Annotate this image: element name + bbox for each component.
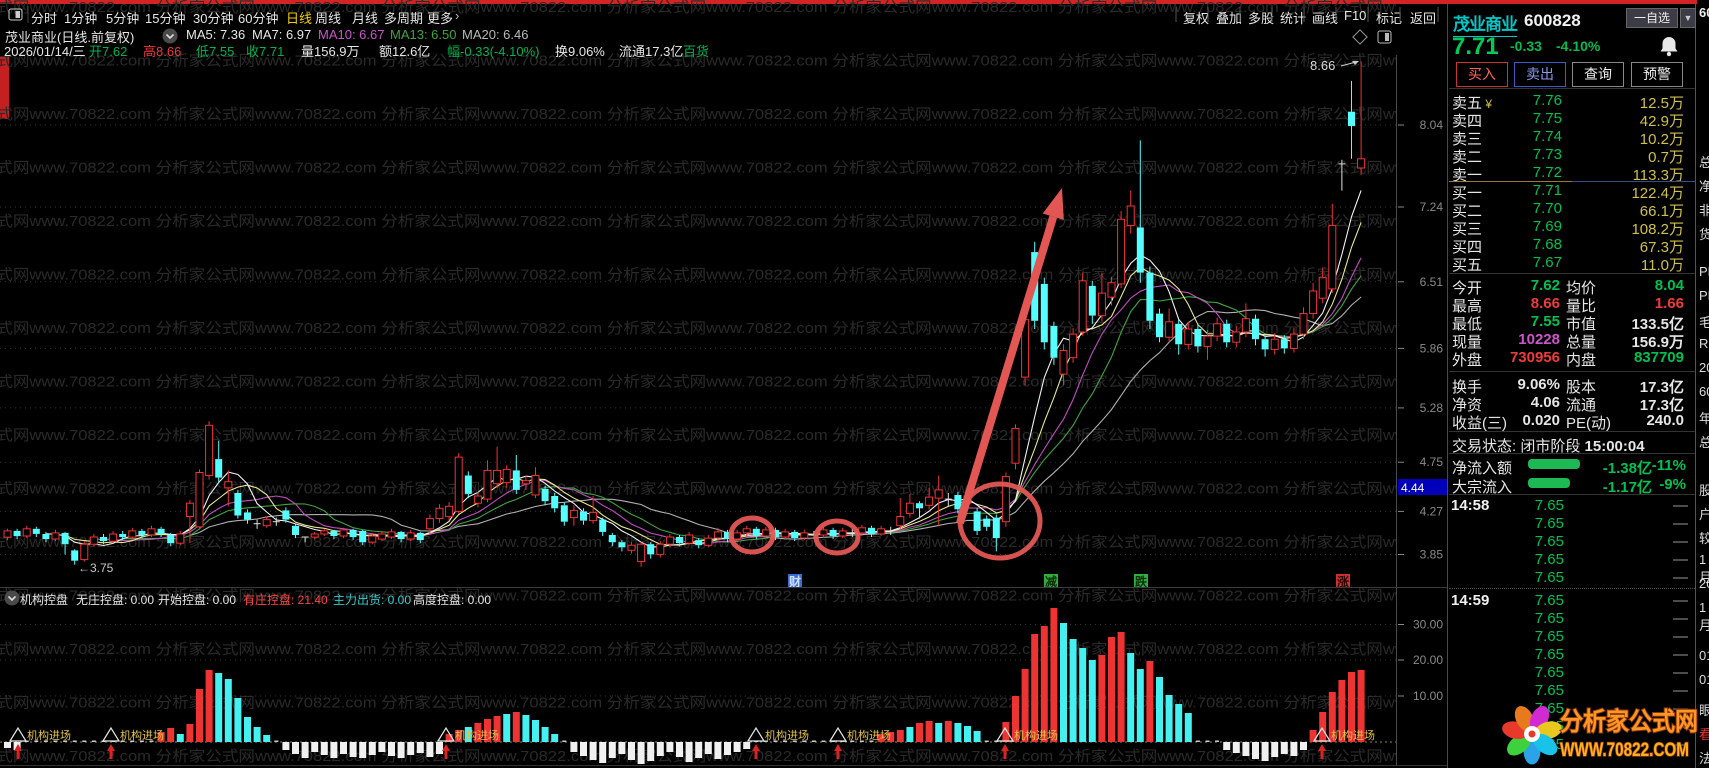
svg-text:机构进场: 机构进场	[1331, 728, 1375, 742]
svg-text:分析家公式网www.70822.com 分析家公式网www.: 分析家公式网www.70822.com 分析家公式网www.70822.com …	[0, 53, 1709, 70]
svg-text:分析家公式网: 分析家公式网	[1560, 707, 1698, 736]
svg-text:分析家公式网www.70822.com 分析家公式网www.: 分析家公式网www.70822.com 分析家公式网www.70822.com …	[0, 427, 1709, 444]
svg-text:财: 财	[788, 574, 801, 589]
svg-text:分析家公式网www.70822.com 分析家公式网www.: 分析家公式网www.70822.com 分析家公式网www.70822.com …	[0, 267, 1709, 284]
svg-text:分析家公式网www.70822.com 分析家公式网www.: 分析家公式网www.70822.com 分析家公式网www.70822.com …	[0, 588, 1709, 605]
svg-text:分析家公式网www.70822.com 分析家公式网www.: 分析家公式网www.70822.com 分析家公式网www.70822.com …	[0, 374, 1709, 391]
svg-text:机构进场: 机构进场	[765, 728, 809, 742]
svg-text:涨: 涨	[1337, 574, 1349, 589]
svg-text:30.00: 30.00	[1413, 618, 1443, 632]
svg-text:分析家公式网www.70822.com 分析家公式网www.: 分析家公式网www.70822.com 分析家公式网www.70822.com …	[0, 160, 1709, 177]
svg-text:5.86: 5.86	[1420, 341, 1444, 355]
svg-text:机构进场: 机构进场	[455, 728, 499, 742]
svg-text:20.00: 20.00	[1413, 653, 1443, 667]
svg-text:5.28: 5.28	[1420, 401, 1444, 415]
svg-text:分析家公式网www.70822.com 分析家公式网www.: 分析家公式网www.70822.com 分析家公式网www.70822.com …	[0, 481, 1709, 498]
svg-text:6.51: 6.51	[1420, 275, 1444, 289]
svg-text:WWW.70822.COM: WWW.70822.COM	[1560, 740, 1689, 761]
svg-text:分析家公式网www.70822.com 分析家公式网www.: 分析家公式网www.70822.com 分析家公式网www.70822.com …	[0, 0, 1709, 16]
svg-text:←3.75: ←3.75	[78, 561, 114, 575]
svg-text:3.85: 3.85	[1420, 548, 1444, 562]
svg-text:跌: 跌	[1135, 574, 1148, 589]
svg-text:分析家公式网www.70822.com 分析家公式网www.: 分析家公式网www.70822.com 分析家公式网www.70822.com …	[0, 106, 1709, 123]
svg-text:机构进场: 机构进场	[120, 728, 164, 742]
svg-text:机构进场: 机构进场	[1014, 728, 1058, 742]
svg-text:4.44: 4.44	[1401, 481, 1425, 495]
svg-text:10.00: 10.00	[1413, 689, 1443, 703]
svg-text:7.24: 7.24	[1420, 200, 1444, 214]
svg-text:4.75: 4.75	[1420, 455, 1444, 469]
svg-text:8.66: 8.66	[1310, 58, 1335, 73]
svg-text:机构进场: 机构进场	[847, 728, 891, 742]
svg-text:4.27: 4.27	[1420, 504, 1444, 518]
svg-text:8.04: 8.04	[1420, 118, 1444, 132]
svg-text:减: 减	[1045, 574, 1057, 589]
svg-text:机构进场: 机构进场	[27, 728, 71, 742]
